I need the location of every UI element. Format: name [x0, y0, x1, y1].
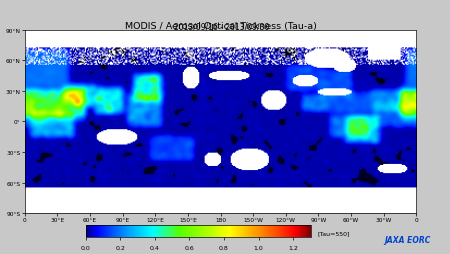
Title: MODIS / Aerosol Optical Tickness (Tau-a): MODIS / Aerosol Optical Tickness (Tau-a): [125, 21, 316, 30]
Text: JAXA EORC: JAXA EORC: [384, 235, 431, 245]
Text: 2013/09/16 - 2013/09/30: 2013/09/16 - 2013/09/30: [174, 22, 269, 31]
Text: [Tau=550]: [Tau=550]: [317, 230, 350, 235]
